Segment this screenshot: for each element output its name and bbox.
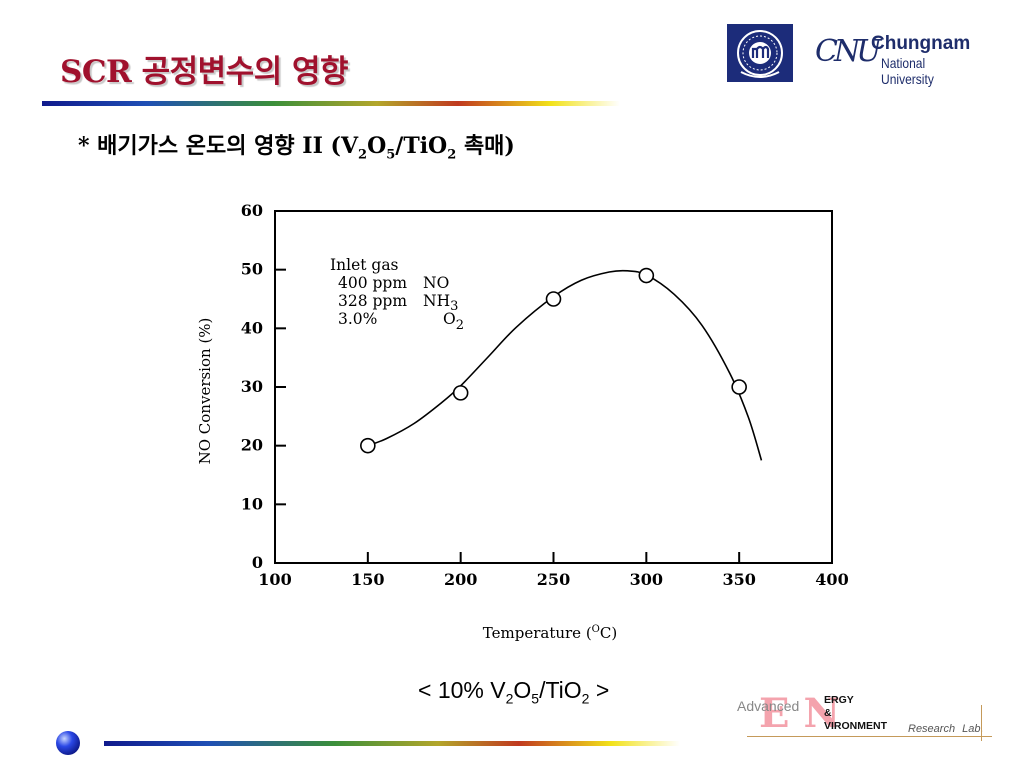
- data-point: [360, 437, 376, 454]
- data-point: [638, 267, 655, 284]
- x-tick-label: 150: [351, 570, 384, 589]
- bullet-ball-icon: [56, 731, 80, 755]
- x-tick-label: 200: [444, 570, 477, 589]
- fitted-curve-layer: [367, 269, 763, 461]
- lab-name-words: ERGY & VIRONMENT: [824, 694, 887, 732]
- annotation-row-o2-amount: 3.0%: [338, 310, 377, 328]
- lab-advanced-text: Advanced: [737, 698, 800, 714]
- data-point: [731, 379, 747, 395]
- footer-rule: [104, 741, 680, 746]
- x-tick-label: 250: [537, 570, 570, 589]
- annotation-row-nh3-amount: 328 ppm: [338, 292, 407, 310]
- y-tick-label: 40: [241, 318, 263, 337]
- chart-caption: < 10% V2O5/TiO2 >: [418, 677, 610, 707]
- slide-subtitle: * 배기가스 온도의 영향 II (V2O5/TiO2 촉매): [78, 133, 515, 163]
- slide-title: SCR 공정변수의 영향: [60, 54, 349, 90]
- fitted-curve: [367, 269, 763, 461]
- inlet-gas-annotation: Inlet gas 400 ppm NO 328 ppm NH3 3.0% O2: [330, 256, 464, 333]
- annotation-row-nh3-species: NH3: [423, 292, 458, 314]
- y-tick-label: 50: [241, 260, 263, 279]
- cnu-mark: CNU: [815, 34, 881, 69]
- y-tick-label: 10: [241, 494, 263, 513]
- x-tick-label: 100: [258, 570, 291, 589]
- annotation-row-no-species: NO: [423, 274, 449, 292]
- energy-environment-lab-logo: EN Advanced ERGY & VIRONMENT Research La…: [735, 690, 1003, 746]
- x-axis-label: Temperature (OC): [483, 624, 617, 642]
- y-tick-label: 20: [241, 436, 263, 455]
- no-conversion-chart: 100 150 200 250 300 350 400 0 10 20 30 40 50 60 NO Co…: [196, 201, 849, 642]
- y-tick-label: 30: [241, 377, 263, 396]
- university-seal-logo: [727, 24, 793, 82]
- university-subname: National University: [881, 55, 934, 87]
- lab-logo-vertical-rule: [981, 705, 982, 741]
- data-point: [545, 291, 562, 307]
- title-underline: [42, 101, 620, 106]
- y-axis-label: NO Conversion (%): [196, 318, 214, 465]
- y-tick-label: 0: [252, 553, 263, 572]
- lab-en-mark: EN: [759, 690, 855, 737]
- annotation-row-o2-species: O2: [443, 310, 464, 333]
- x-tick-label: 350: [722, 570, 755, 589]
- axes: 100 150 200 250 300 350 400 0 10 20 30 40 50 60: [241, 201, 849, 589]
- annotation-row-no-amount: 400 ppm: [338, 274, 407, 292]
- x-tick-label: 400: [815, 570, 848, 589]
- data-point: [452, 385, 469, 401]
- lab-research-text: Research Lab.: [908, 723, 984, 735]
- data-points: [360, 267, 747, 454]
- university-name: Chungnam: [871, 33, 971, 54]
- chungnam-university-logo: CNU Chungnam National University: [815, 30, 993, 87]
- y-tick-label: 60: [241, 201, 263, 220]
- lab-logo-rule: [747, 736, 992, 737]
- annotation-heading: Inlet gas: [330, 256, 399, 274]
- x-tick-label: 300: [630, 570, 663, 589]
